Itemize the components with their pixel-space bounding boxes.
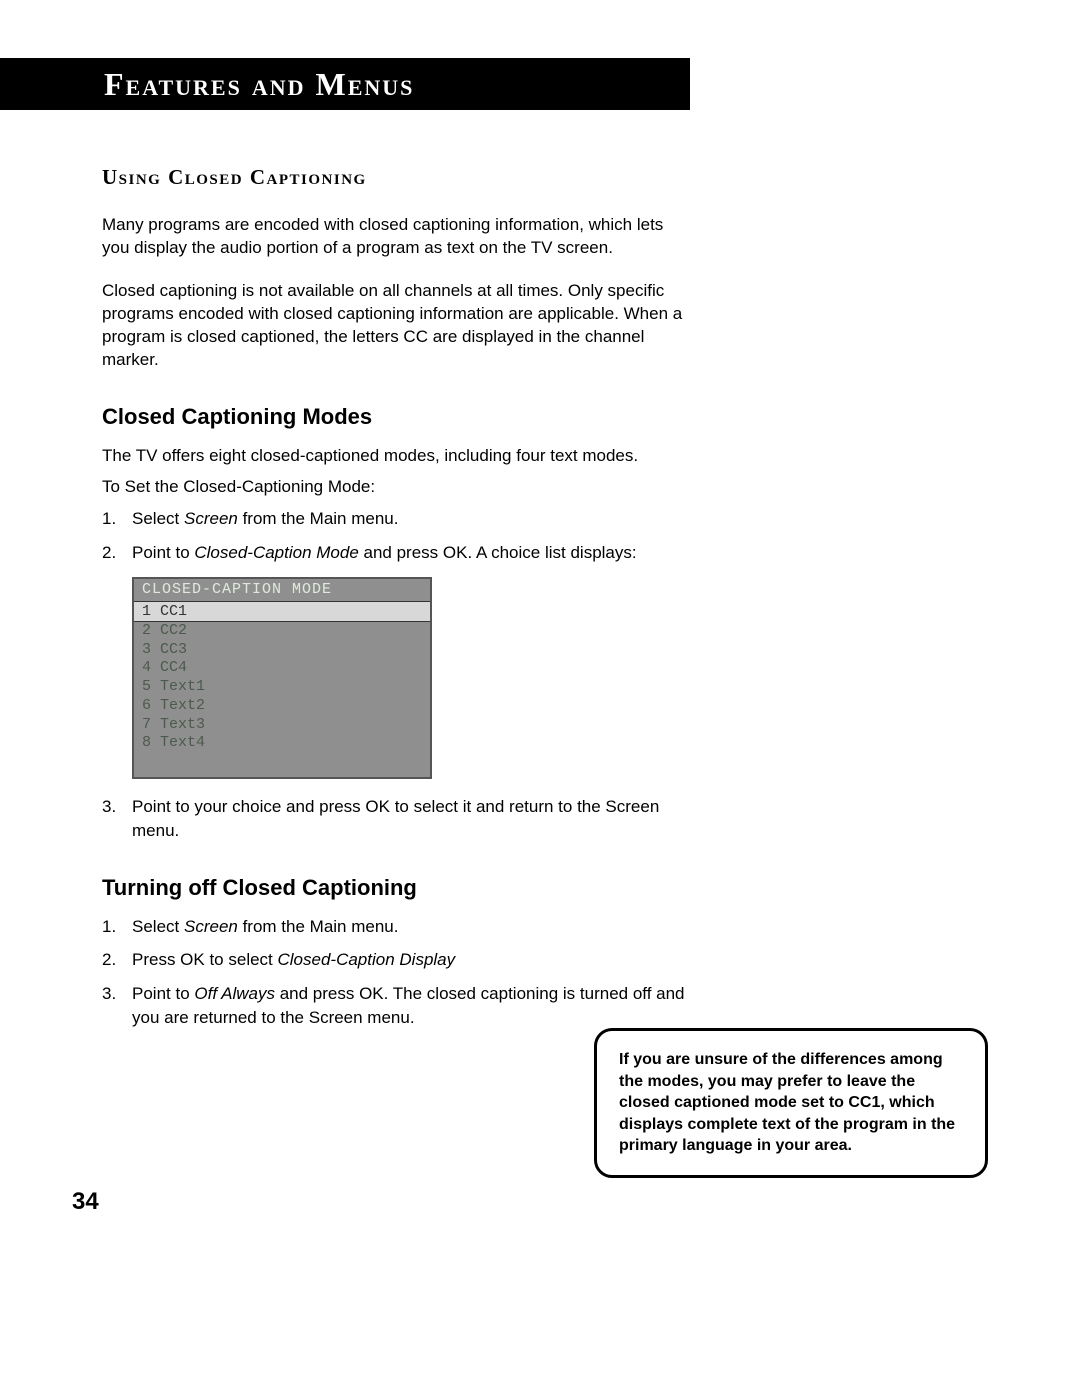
osd-title: CLOSED-CAPTION MODE: [134, 579, 430, 601]
step-text-pre: Select: [132, 917, 184, 936]
step-text-italic: Off Always: [194, 984, 275, 1003]
step-text-italic: Screen: [184, 917, 238, 936]
osd-row: 8 Text4: [134, 734, 430, 753]
line-to-set: To Set the Closed-Captioning Mode:: [102, 475, 692, 499]
step-2: 2. Press OK to select Closed-Caption Dis…: [102, 948, 692, 972]
para-intro-1: Many programs are encoded with closed ca…: [102, 214, 692, 260]
osd-selected-row: 1 CC1: [134, 601, 430, 622]
steps-turn-off: 1. Select Screen from the Main menu. 2. …: [102, 915, 692, 1030]
osd-row: 3 CC3: [134, 641, 430, 660]
step-num: 3.: [102, 795, 116, 819]
para-intro-2: Closed captioning is not available on al…: [102, 280, 692, 372]
step-text-pre: Select: [132, 509, 184, 528]
osd-row: 4 CC4: [134, 659, 430, 678]
step-num: 1.: [102, 507, 116, 531]
osd-row: 6 Text2: [134, 697, 430, 716]
step-1: 1. Select Screen from the Main menu.: [102, 915, 692, 939]
subhead-turn-off: Turning off Closed Captioning: [102, 875, 692, 901]
osd-menu: CLOSED-CAPTION MODE 1 CC1 2 CC2 3 CC3 4 …: [132, 577, 432, 779]
page-header-title: Features and Menus: [104, 66, 414, 103]
osd-row: 2 CC2: [134, 622, 430, 641]
section-title-using-cc: Using Closed Captioning: [102, 165, 692, 190]
step-text-italic: Closed-Caption Display: [278, 950, 456, 969]
step-num: 1.: [102, 915, 116, 939]
step-num: 3.: [102, 982, 116, 1006]
step-2: 2. Point to Closed-Caption Mode and pres…: [102, 541, 692, 565]
step-text-pre: Press OK to select: [132, 950, 278, 969]
step-text-post: and press OK. A choice list displays:: [359, 543, 637, 562]
osd-row: 5 Text1: [134, 678, 430, 697]
note-box: If you are unsure of the differences amo…: [594, 1028, 988, 1178]
step-num: 2.: [102, 948, 116, 972]
step-text-italic: Closed-Caption Mode: [194, 543, 358, 562]
step-3: 3. Point to your choice and press OK to …: [102, 795, 692, 843]
content-area: Using Closed Captioning Many programs ar…: [102, 165, 692, 1042]
step-num: 2.: [102, 541, 116, 565]
osd-row: 7 Text3: [134, 716, 430, 735]
step-text-post: from the Main menu.: [238, 917, 399, 936]
step-text-pre: Point to: [132, 984, 194, 1003]
step-text-pre: Point to: [132, 543, 194, 562]
steps-set-mode-cont: 3. Point to your choice and press OK to …: [102, 795, 692, 843]
header-bar: Features and Menus: [0, 58, 690, 110]
step-text-italic: Screen: [184, 509, 238, 528]
step-3: 3. Point to Off Always and press OK. The…: [102, 982, 692, 1030]
osd-spacer: [134, 753, 430, 777]
steps-set-mode: 1. Select Screen from the Main menu. 2. …: [102, 507, 692, 565]
step-text: Point to your choice and press OK to sel…: [132, 797, 659, 840]
line-modes-intro: The TV offers eight closed-captioned mod…: [102, 444, 692, 468]
step-text-post: from the Main menu.: [238, 509, 399, 528]
subhead-cc-modes: Closed Captioning Modes: [102, 404, 692, 430]
step-1: 1. Select Screen from the Main menu.: [102, 507, 692, 531]
page-number: 34: [72, 1188, 99, 1216]
